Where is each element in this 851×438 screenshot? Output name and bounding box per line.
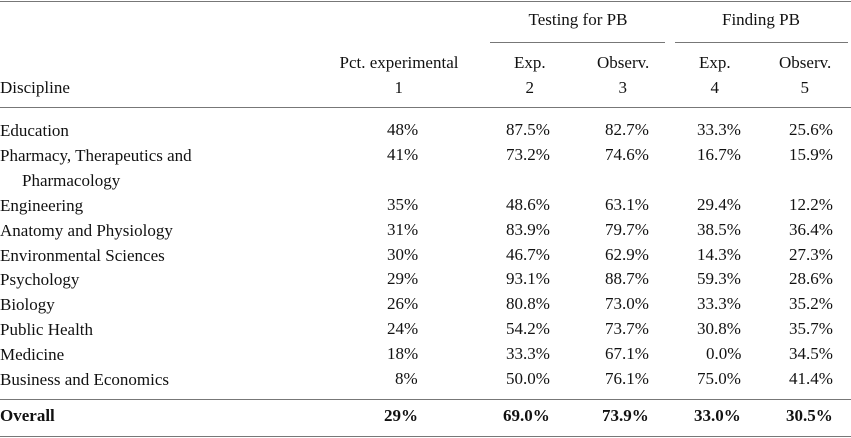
discipline: Anatomy and Physiology xyxy=(0,221,173,240)
discipline: Public Health xyxy=(0,320,94,339)
cell: 28.6% xyxy=(789,269,833,288)
cell: 24% xyxy=(387,319,419,338)
cell: 48% xyxy=(387,120,419,139)
cell: 48.6% xyxy=(506,195,550,214)
cell: 62.9% xyxy=(605,245,649,264)
total-label: Overall xyxy=(0,406,55,425)
total-cell: 30.5% xyxy=(786,406,833,425)
total-rule xyxy=(0,399,851,400)
cell: 50.0% xyxy=(506,369,550,388)
group-rule xyxy=(490,42,665,43)
column-header: Pct. experimental xyxy=(339,53,459,72)
cell: 93.1% xyxy=(506,269,550,288)
column-header: Exp. xyxy=(699,53,731,72)
cell: 80.8% xyxy=(506,294,550,313)
cell: 15.9% xyxy=(789,145,833,164)
cell: 0.0% xyxy=(706,344,742,363)
cell: 29.4% xyxy=(697,195,741,214)
cell: 73.2% xyxy=(506,145,550,164)
cell: 87.5% xyxy=(506,120,550,139)
discipline: Psychology xyxy=(0,270,80,289)
column-header: Discipline xyxy=(0,78,70,97)
cell: 34.5% xyxy=(789,344,833,363)
header-rule xyxy=(0,107,851,108)
cell: 8% xyxy=(395,369,418,388)
total-cell: 29% xyxy=(384,406,418,425)
total-cell: 69.0% xyxy=(503,406,550,425)
column-number: 5 xyxy=(800,78,810,97)
cell: 31% xyxy=(387,220,419,239)
discipline: Engineering xyxy=(0,196,84,215)
group-rule xyxy=(675,42,848,43)
cell: 59.3% xyxy=(697,269,741,288)
top-rule xyxy=(0,1,851,2)
cell: 14.3% xyxy=(697,245,741,264)
group-header: Finding PB xyxy=(722,10,800,29)
cell: 88.7% xyxy=(605,269,649,288)
cell: 30% xyxy=(387,245,419,264)
column-number: 1 xyxy=(394,78,404,97)
cell: 46.7% xyxy=(506,245,550,264)
column-number: 2 xyxy=(525,78,535,97)
cell: 67.1% xyxy=(605,344,649,363)
cell: 12.2% xyxy=(789,195,833,214)
cell: 83.9% xyxy=(506,220,550,239)
total-cell: 33.0% xyxy=(694,406,741,425)
cell: 36.4% xyxy=(789,220,833,239)
cell: 35.2% xyxy=(789,294,833,313)
cell: 33.3% xyxy=(506,344,550,363)
cell: 73.0% xyxy=(605,294,649,313)
column-number: 4 xyxy=(710,78,720,97)
cell: 74.6% xyxy=(605,145,649,164)
cell: 33.3% xyxy=(697,294,741,313)
discipline: Education xyxy=(0,121,69,140)
cell: 76.1% xyxy=(605,369,649,388)
cell: 35.7% xyxy=(789,319,833,338)
cell: 75.0% xyxy=(697,369,741,388)
cell: 29% xyxy=(387,269,419,288)
discipline: Environmental Sciences xyxy=(0,246,165,265)
bottom-rule xyxy=(0,436,851,437)
cell: 33.3% xyxy=(697,120,741,139)
cell: 16.7% xyxy=(697,145,741,164)
group-header: Testing for PB xyxy=(528,10,628,29)
cell: 41% xyxy=(387,145,419,164)
column-header: Observ. xyxy=(597,53,650,72)
cell: 30.8% xyxy=(697,319,741,338)
discipline: Biology xyxy=(0,295,55,314)
total-cell: 73.9% xyxy=(602,406,649,425)
cell: 25.6% xyxy=(789,120,833,139)
cell: 73.7% xyxy=(605,319,649,338)
cell: 18% xyxy=(387,344,419,363)
cell: 79.7% xyxy=(605,220,649,239)
column-header: Exp. xyxy=(514,53,546,72)
cell: 27.3% xyxy=(789,245,833,264)
column-header: Observ. xyxy=(779,53,832,72)
cell: 26% xyxy=(387,294,419,313)
discipline: Medicine xyxy=(0,345,65,364)
cell: 41.4% xyxy=(789,369,833,388)
cell: 38.5% xyxy=(697,220,741,239)
cell: 63.1% xyxy=(605,195,649,214)
discipline: Pharmacy, Therapeutics and Pharmacology xyxy=(0,146,192,190)
cell: 35% xyxy=(387,195,419,214)
discipline: Business and Economics xyxy=(0,370,170,389)
cell: 82.7% xyxy=(605,120,649,139)
column-number: 3 xyxy=(618,78,628,97)
cell: 54.2% xyxy=(506,319,550,338)
